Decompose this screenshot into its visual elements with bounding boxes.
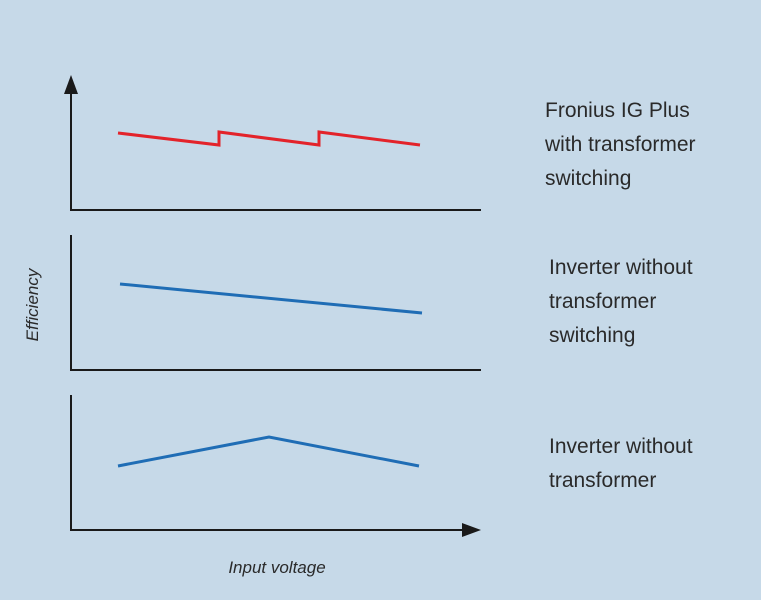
x-axis-label: Input voltage xyxy=(228,558,325,577)
panel-label: with transformer xyxy=(544,133,696,156)
efficiency-curve xyxy=(117,130,421,147)
efficiency-curve xyxy=(119,282,423,315)
panel-label: switching xyxy=(549,324,635,347)
arrow-head xyxy=(462,523,481,537)
axes xyxy=(70,235,481,371)
panel-label: transformer xyxy=(549,469,656,492)
panel-label: transformer xyxy=(549,290,656,313)
axes xyxy=(70,88,481,211)
panel-label: Inverter without xyxy=(549,256,693,279)
axes xyxy=(70,395,468,531)
y-axis-label: Efficiency xyxy=(23,267,42,341)
panel-label: switching xyxy=(545,167,631,190)
arrow-head xyxy=(64,75,78,94)
panel-label: Fronius IG Plus xyxy=(545,99,690,122)
efficiency-curve xyxy=(117,435,420,468)
labels: Fronius IG Plus with transformer switching… xyxy=(544,99,696,492)
panel-label: Inverter without xyxy=(549,435,693,458)
